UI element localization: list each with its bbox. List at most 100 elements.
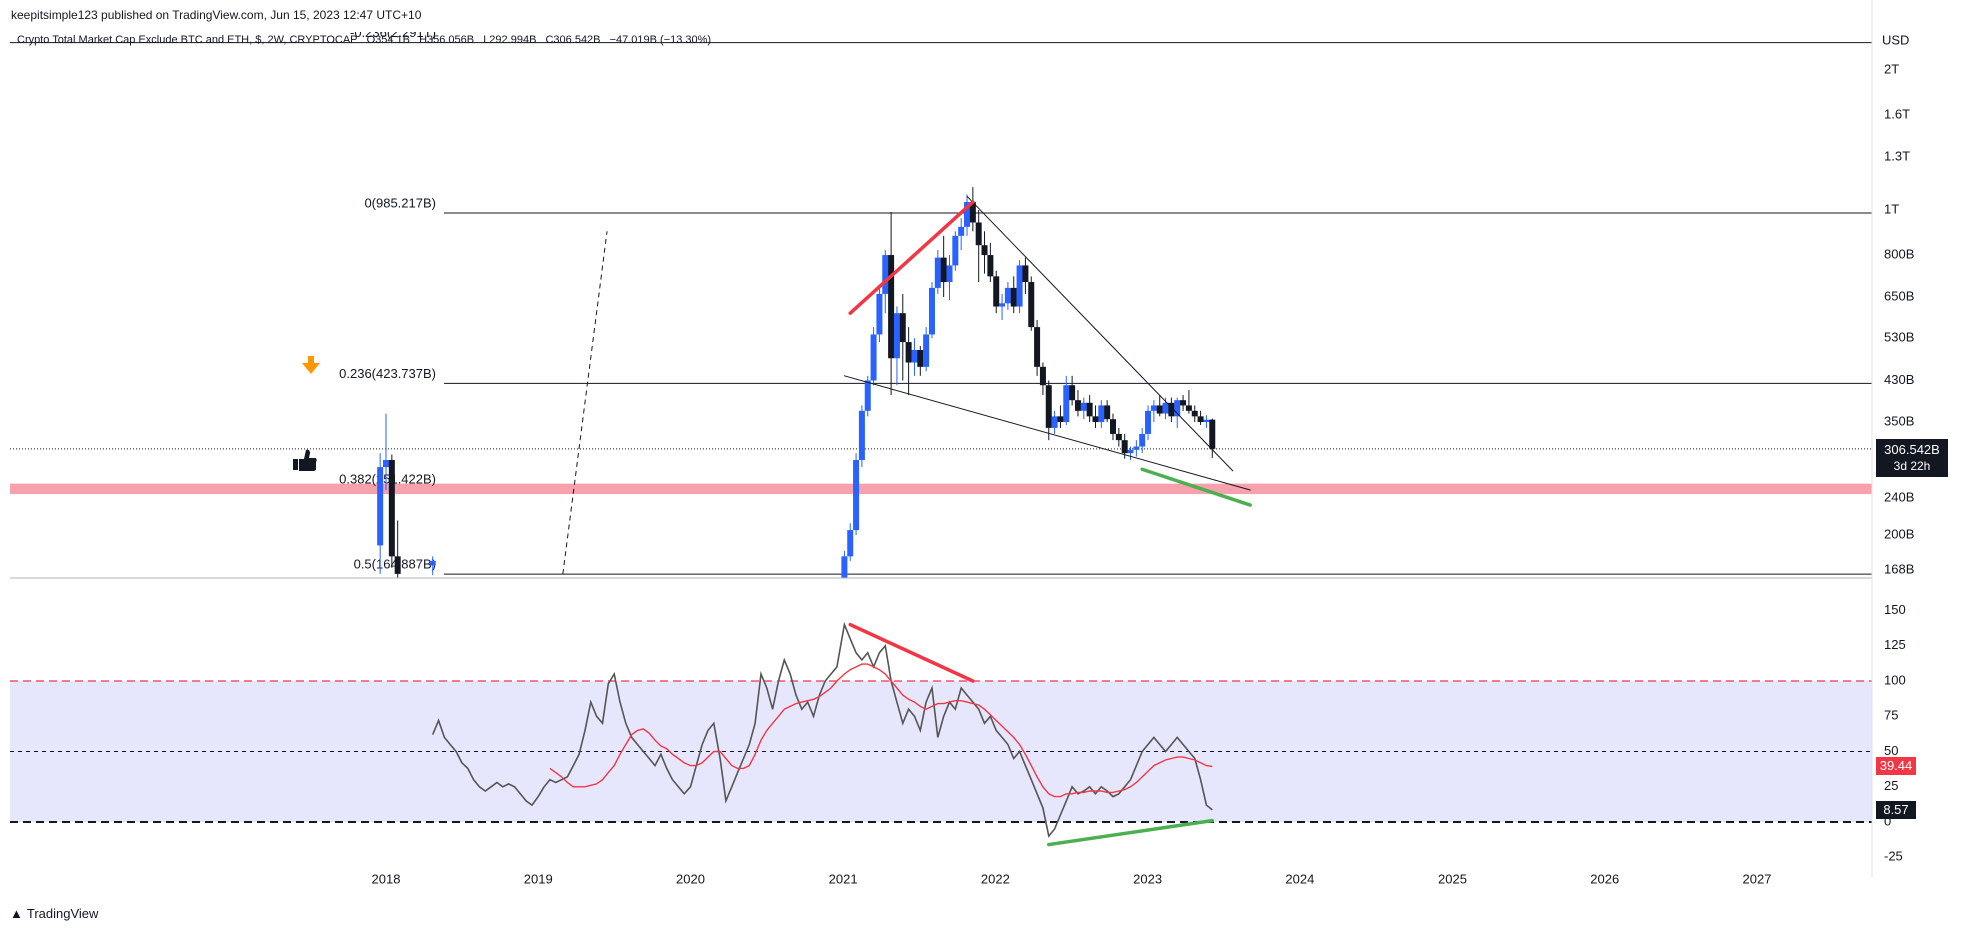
fib-label: -0.236(2.291T) xyxy=(350,25,436,40)
price-tick-label: 1.3T xyxy=(1884,148,1910,163)
dashed-projection-line xyxy=(562,231,608,575)
candle-body xyxy=(934,257,941,288)
candle-body xyxy=(981,245,988,256)
candle-body xyxy=(1004,287,1011,304)
candle-body xyxy=(964,202,971,227)
price-tick-label: 1.6T xyxy=(1884,107,1910,122)
axis-currency-label: USD xyxy=(1882,32,1909,47)
rsi-ma-line xyxy=(549,663,1213,798)
tradingview-mark-icon: ▲ xyxy=(10,906,23,921)
candle-body xyxy=(1191,410,1198,417)
candle-body xyxy=(1110,419,1117,434)
candle-body xyxy=(870,334,877,381)
candle-body xyxy=(1034,327,1041,367)
candle-body xyxy=(864,380,871,411)
candle-body xyxy=(1063,385,1070,423)
candle-body xyxy=(987,255,994,277)
candle-body xyxy=(1174,400,1181,417)
price-tick-label: 530B xyxy=(1884,330,1914,345)
candle-body xyxy=(1010,287,1017,307)
thumbs-cuff xyxy=(293,459,298,470)
candle-body xyxy=(882,255,889,294)
candle-body xyxy=(1197,416,1204,423)
wedge-trendline xyxy=(843,375,1251,491)
bar-countdown: 3d 22h xyxy=(1893,458,1931,473)
candle-body xyxy=(946,265,953,283)
price-tick-label: 1T xyxy=(1884,201,1899,216)
price-tick-label: 2T xyxy=(1884,61,1899,76)
candle-body xyxy=(1180,400,1187,406)
green-divergence-line xyxy=(1140,467,1252,507)
thumbs-hand xyxy=(299,449,317,471)
candle-body xyxy=(841,556,848,578)
arrow-down-shaft xyxy=(308,356,314,364)
price-tick-label: 430B xyxy=(1884,372,1914,387)
rsi-tick-label: 75 xyxy=(1884,708,1898,723)
candle-body xyxy=(847,530,854,557)
candle-body xyxy=(917,350,924,367)
candle-body xyxy=(1115,433,1122,441)
candle-body xyxy=(1051,416,1058,428)
candle-body xyxy=(940,257,947,283)
candle-body xyxy=(1168,402,1175,417)
rsi-tick-label: 125 xyxy=(1884,637,1906,652)
candle-body xyxy=(1156,405,1163,414)
last-price-value: 306.542B xyxy=(1884,441,1940,457)
candle-body xyxy=(888,255,895,359)
rsi-tick-label: -25 xyxy=(1884,849,1903,864)
price-pane: -0.236(2.291T) 0(985.217B) 0.236(423.737B)… xyxy=(10,25,1872,578)
candle-body xyxy=(853,460,860,531)
rsi-line xyxy=(431,621,1213,838)
candle-body xyxy=(1209,419,1216,449)
candle-body xyxy=(1092,416,1099,423)
candle-body xyxy=(858,410,865,461)
candle-body xyxy=(975,222,982,246)
price-tick-label: 200B xyxy=(1884,527,1914,542)
candle-body xyxy=(1185,405,1192,411)
price-tick-label: 240B xyxy=(1884,490,1914,505)
candle-body xyxy=(1203,419,1210,423)
candle-body xyxy=(905,342,912,363)
candle-body xyxy=(999,303,1006,307)
candle-body xyxy=(1139,433,1146,447)
candle-body xyxy=(1162,402,1169,414)
candle-body xyxy=(1121,440,1128,454)
time-tick-label: 2022 xyxy=(981,871,1010,886)
candle-body xyxy=(383,460,389,468)
candle-body xyxy=(1057,416,1064,423)
candle-body xyxy=(394,556,401,574)
rsi-tick-label: 25 xyxy=(1884,778,1898,793)
candle-body xyxy=(899,313,906,343)
candle-body xyxy=(1080,402,1087,411)
rsi-tick-label: 100 xyxy=(1884,672,1906,687)
arrow-down-icon xyxy=(302,356,320,374)
candle-body xyxy=(1133,446,1140,450)
time-tick-label: 2019 xyxy=(524,871,553,886)
candle-body xyxy=(1074,400,1081,411)
wedge-trendline xyxy=(966,195,1234,472)
tradingview-logo[interactable]: ▲ TradingView xyxy=(10,906,98,921)
candle-body xyxy=(1022,265,1029,283)
last-price-badge: 306.542B 3d 22h xyxy=(1876,438,1948,477)
rsi-red-divergence-line xyxy=(848,622,975,683)
price-tick-label: 800B xyxy=(1884,247,1914,262)
candle-body xyxy=(1098,405,1105,423)
candle-body xyxy=(429,560,436,566)
candle-body xyxy=(952,235,959,266)
rsi-green-divergence-line xyxy=(1047,818,1215,847)
rsi-tick-label: 50 xyxy=(1884,743,1898,758)
time-tick-label: 2026 xyxy=(1590,871,1619,886)
arrow-down-head xyxy=(302,363,320,374)
rsi-ma-badge: 39.44 xyxy=(1876,757,1916,776)
candle-body xyxy=(1028,282,1035,328)
candle-body xyxy=(876,293,883,335)
candle-body xyxy=(1150,405,1157,411)
rsi-value-badge: 8.57 xyxy=(1876,800,1916,819)
time-tick-label: 2023 xyxy=(1133,871,1162,886)
candle-body xyxy=(1145,410,1152,434)
candle-body xyxy=(958,226,965,236)
fib-label: 0(985.217B) xyxy=(364,195,436,210)
thumbs-up-icon xyxy=(293,449,317,471)
candle-body xyxy=(388,460,395,557)
